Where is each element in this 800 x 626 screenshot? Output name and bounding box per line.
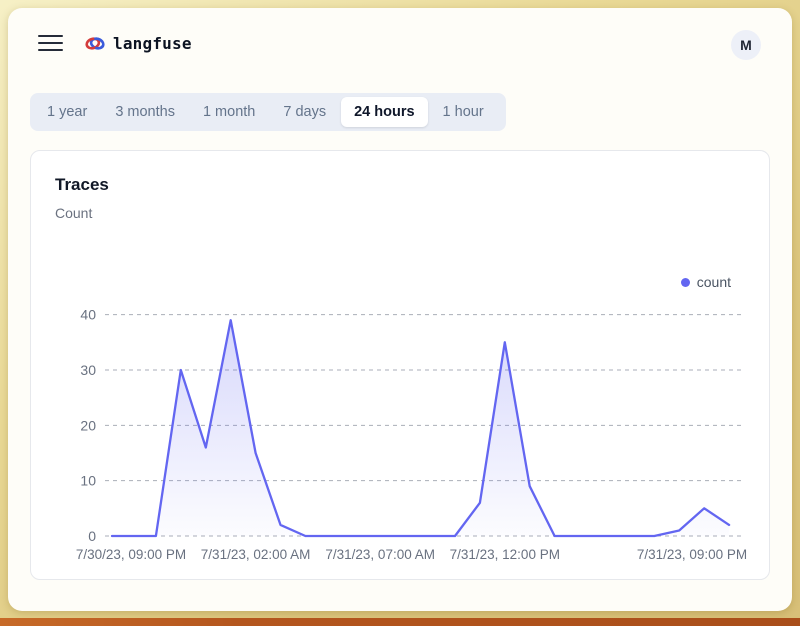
user-avatar[interactable]: M	[731, 30, 761, 60]
y-tick-label: 20	[80, 417, 96, 433]
tab-1-month[interactable]: 1 month	[202, 104, 256, 120]
tab-3-months[interactable]: 3 months	[115, 104, 175, 120]
x-tick-label: 7/31/23, 09:00 PM	[637, 547, 747, 562]
legend-dot-icon	[680, 277, 690, 287]
card-title: Traces	[55, 175, 109, 194]
x-tick-label: 7/31/23, 02:00 AM	[201, 547, 311, 562]
tab-1-year[interactable]: 1 year	[47, 104, 88, 120]
tab-1-hour[interactable]: 1 hour	[442, 104, 484, 120]
desktop-edge	[0, 618, 800, 626]
app-header: langfuse M	[8, 8, 792, 78]
brand-name: langfuse	[113, 34, 192, 53]
brand[interactable]: langfuse	[85, 34, 192, 53]
y-tick-label: 40	[80, 307, 96, 323]
langfuse-knot-logo-icon	[85, 37, 105, 50]
x-tick-label: 7/30/23, 09:00 PM	[76, 547, 186, 562]
x-tick-label: 7/31/23, 07:00 AM	[325, 547, 435, 562]
x-axis-labels: 7/30/23, 09:00 PM 7/31/23, 02:00 AM 7/31/2…	[76, 547, 747, 562]
menu-icon[interactable]	[38, 35, 64, 53]
tab-7-days[interactable]: 7 days	[283, 104, 327, 120]
y-tick-label: 30	[80, 362, 96, 378]
count-area-fill	[112, 320, 730, 536]
chart-legend: count	[680, 274, 731, 290]
y-tick-label: 10	[80, 473, 96, 489]
x-tick-label: 7/31/23, 12:00 PM	[450, 547, 560, 562]
traces-chart-svg: 0 10 20 30 40 7/30/23, 09:00 PM 7/31/23, 02:00…	[76, 307, 747, 562]
app-window: langfuse M 1 year 3 months 1 month 7 day…	[8, 8, 792, 611]
legend-label: count	[696, 274, 731, 290]
tab-24-hours[interactable]: 24 hours	[341, 97, 428, 127]
traces-card: Traces Count count 0 10 20 30 40 7/30/23, 09:…	[30, 150, 770, 580]
y-tick-label: 0	[88, 528, 96, 544]
card-subtitle: Count	[55, 205, 93, 221]
count-line-series	[110, 319, 731, 538]
traces-chart[interactable]: 0 10 20 30 40 7/30/23, 09:00 PM 7/31/23, 02:00…	[41, 296, 763, 576]
time-range-tabs: 1 year 3 months 1 month 7 days 24 hours …	[30, 93, 506, 131]
